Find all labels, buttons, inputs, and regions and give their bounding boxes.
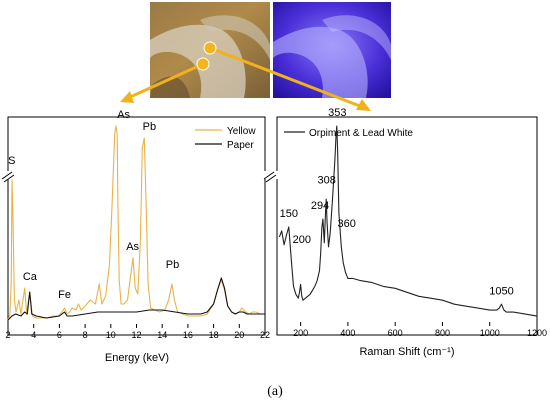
xrf-tick-label: 22 bbox=[260, 330, 270, 340]
xrf-peak-label: S bbox=[8, 155, 15, 167]
raman-tick-label: 400 bbox=[340, 328, 355, 338]
sample-point-left bbox=[196, 57, 210, 71]
xrf-tick-label: 14 bbox=[157, 330, 167, 340]
raman-peak-label: 150 bbox=[280, 208, 298, 220]
xrf-tick-label: 10 bbox=[106, 330, 116, 340]
xrf-tick-label: 4 bbox=[31, 330, 36, 340]
xrf-legend-paper: Paper bbox=[227, 140, 254, 151]
xrf-legend: Yellow Paper bbox=[195, 126, 256, 151]
xrf-tick-label: 6 bbox=[57, 330, 62, 340]
raman-peak-label: 308 bbox=[317, 174, 335, 186]
raman-tick-label: 800 bbox=[435, 328, 450, 338]
xrf-tick-label: 8 bbox=[83, 330, 88, 340]
xrf-chart: 2 4 6 8 10 12 14 16 18 20 22 S Ca Fe As Pb As Pb Yellow … bbox=[1, 109, 270, 364]
raman-peak-label: 1050 bbox=[489, 285, 513, 297]
raman-series-1 bbox=[278, 125, 538, 317]
xrf-peak-label: Pb bbox=[166, 259, 179, 271]
raman-plot-frame bbox=[276, 116, 538, 336]
raman-x-axis-label: Raman Shift (cm⁻¹) bbox=[359, 346, 454, 358]
raman-peak-label: 294 bbox=[311, 200, 329, 212]
xrf-legend-yellow: Yellow bbox=[227, 126, 256, 137]
raman-tick-label: 1000 bbox=[480, 328, 500, 338]
raman-legend-entry: Orpiment & Lead White bbox=[309, 128, 413, 139]
xrf-series-2 bbox=[7, 277, 265, 321]
xrf-tick-label: 12 bbox=[131, 330, 141, 340]
raman-axis-break bbox=[264, 171, 278, 179]
xrf-peak-label: Fe bbox=[58, 289, 71, 301]
raman-peak-label: 360 bbox=[338, 218, 356, 230]
uv-light-photo bbox=[273, 2, 391, 98]
xrf-tick-label: 16 bbox=[183, 330, 193, 340]
raman-legend: Orpiment & Lead White bbox=[284, 128, 413, 139]
raman-peak-label: 353 bbox=[328, 107, 346, 119]
raman-chart: 200 400 600 800 1000 1200 150 200 294 308 353 360 1… bbox=[263, 107, 547, 358]
xrf-tick-label: 18 bbox=[209, 330, 219, 340]
xrf-peak-label: As bbox=[117, 109, 130, 121]
sample-point-right bbox=[203, 41, 217, 55]
xrf-peak-label: Ca bbox=[23, 271, 38, 283]
figure-caption: (a) bbox=[267, 384, 283, 399]
raman-tick-label: 200 bbox=[293, 328, 308, 338]
xrf-series-1 bbox=[7, 125, 265, 321]
raman-peak-label: 200 bbox=[293, 234, 311, 246]
xrf-x-axis-label: Energy (keV) bbox=[105, 352, 169, 364]
xrf-peak-label: As bbox=[126, 241, 139, 253]
xrf-plot-frame bbox=[7, 116, 266, 336]
xrf-tick-label: 20 bbox=[234, 330, 244, 340]
xrf-peak-label: Pb bbox=[143, 121, 156, 133]
raman-tick-label: 600 bbox=[388, 328, 403, 338]
xrf-tick-label: 2 bbox=[5, 330, 10, 340]
raman-tick-label: 1200 bbox=[527, 328, 547, 338]
pointer-arrows bbox=[120, 41, 371, 111]
